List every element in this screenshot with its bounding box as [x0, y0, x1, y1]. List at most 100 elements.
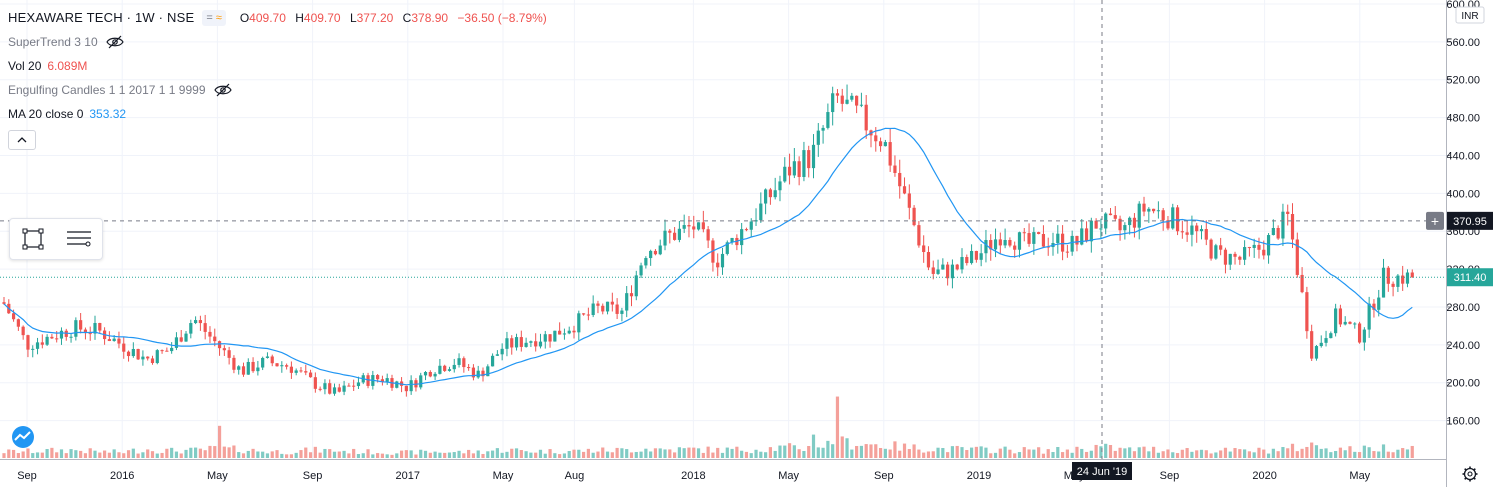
- volume-bar: [519, 450, 523, 458]
- candle: [711, 238, 715, 272]
- candle-body: [1367, 303, 1371, 330]
- candle-body: [998, 239, 1002, 246]
- volume-bar: [1391, 452, 1395, 458]
- candle: [1190, 215, 1194, 247]
- candle: [1199, 225, 1204, 240]
- collapse-legend-button[interactable]: [8, 130, 36, 150]
- settings-lines-button[interactable]: [56, 219, 102, 259]
- candle-body: [1032, 232, 1036, 244]
- candle: [1166, 216, 1170, 231]
- volume-bar: [1123, 448, 1127, 458]
- volume-bar: [926, 451, 931, 458]
- candle-body: [1008, 240, 1012, 246]
- volume-bar: [438, 452, 442, 458]
- supertrend-row[interactable]: SuperTrend 3 10: [8, 30, 553, 54]
- volume-bar: [562, 453, 567, 458]
- candle-body: [1233, 253, 1237, 257]
- time-tick-label: Sep: [17, 470, 37, 482]
- candle: [1161, 207, 1165, 231]
- candle: [744, 227, 749, 232]
- volume-bar: [960, 447, 964, 458]
- engulfing-row[interactable]: Engulfing Candles 1 1 2017 1 1 9999: [8, 78, 553, 102]
- volume-bar: [1238, 449, 1242, 458]
- symbol-title[interactable]: HEXAWARE TECH · 1W · NSE: [8, 10, 195, 25]
- volume-bar: [318, 452, 322, 458]
- candle-body: [1099, 228, 1103, 230]
- volume-bar: [208, 445, 212, 458]
- volume-bar: [1410, 445, 1414, 458]
- candle: [1401, 265, 1405, 291]
- candle: [165, 347, 169, 352]
- candle-body: [1219, 245, 1223, 250]
- volume-bar: [859, 445, 864, 458]
- tradingview-logo-icon[interactable]: [9, 426, 37, 448]
- rectangle-tool-button[interactable]: [10, 219, 56, 259]
- ohlc-values: O409.70 H409.70 L377.20 C378.90 −36.50 (…: [240, 6, 553, 30]
- candle: [170, 342, 174, 354]
- volume-bar: [275, 450, 279, 458]
- candle: [347, 383, 351, 387]
- volume-bar: [538, 449, 543, 458]
- volume-bar: [797, 449, 801, 458]
- add-alert-button[interactable]: +: [1426, 211, 1444, 230]
- volume-bar: [998, 448, 1002, 458]
- candle: [428, 370, 432, 378]
- candle-body: [524, 342, 528, 347]
- volume-bar: [869, 444, 873, 458]
- price-tick-label: 560.00: [1446, 37, 1480, 49]
- volume-bar: [821, 447, 825, 458]
- candle-body: [787, 166, 792, 176]
- change-value: −36.50 (−8.79%): [457, 11, 547, 25]
- candle: [649, 249, 653, 266]
- candle: [217, 340, 222, 356]
- candle: [581, 313, 586, 316]
- candle-body: [653, 250, 658, 255]
- candle-body: [1290, 214, 1295, 240]
- candle: [184, 331, 188, 342]
- volume-bar: [1362, 445, 1366, 458]
- candle-body: [965, 257, 969, 264]
- compare-chip[interactable]: = ≈: [202, 10, 226, 26]
- volume-bar: [294, 452, 298, 458]
- candle: [289, 361, 293, 379]
- legend: HEXAWARE TECH · 1W · NSE = ≈ O409.70 H40…: [8, 6, 553, 150]
- volume-bar: [170, 447, 174, 458]
- candle-body: [409, 380, 413, 392]
- volume-bar: [1037, 447, 1041, 458]
- candle-body: [11, 313, 16, 320]
- candle-body: [50, 336, 54, 339]
- volume-bar: [586, 448, 590, 458]
- candle-body: [558, 330, 562, 335]
- candle: [840, 88, 844, 112]
- volume-bar: [802, 450, 806, 458]
- volume-bar: [1295, 451, 1299, 458]
- volume-bar: [687, 447, 691, 458]
- plus-icon: +: [1431, 213, 1439, 229]
- ma-row[interactable]: MA 20 close 0 353.32: [8, 102, 553, 126]
- candle: [1195, 222, 1199, 243]
- candle: [1204, 220, 1208, 246]
- volume-row[interactable]: Vol 20 6.089M: [8, 54, 553, 78]
- volume-bar: [1108, 445, 1113, 458]
- volume-bar: [246, 450, 250, 458]
- candle-body: [1060, 233, 1065, 252]
- candle: [222, 345, 226, 356]
- candle: [438, 358, 442, 375]
- volume-bar: [1099, 446, 1103, 458]
- candle-body: [596, 303, 600, 306]
- eye-hidden-icon[interactable]: [213, 83, 232, 97]
- gear-icon[interactable]: [1462, 466, 1478, 482]
- candle-body: [692, 226, 696, 230]
- candle: [1132, 213, 1137, 238]
- volume-bar: [768, 447, 772, 458]
- volume-bar: [902, 443, 907, 458]
- gear-tooth: [1464, 468, 1467, 471]
- candle-body: [476, 370, 480, 378]
- eye-hidden-icon[interactable]: [105, 35, 124, 49]
- candle-body: [730, 237, 734, 243]
- candle-body: [323, 383, 327, 390]
- volume-bar: [1276, 451, 1280, 458]
- candle-body: [1276, 227, 1280, 239]
- volume-bar: [1281, 447, 1285, 458]
- volume-bar: [1171, 452, 1175, 458]
